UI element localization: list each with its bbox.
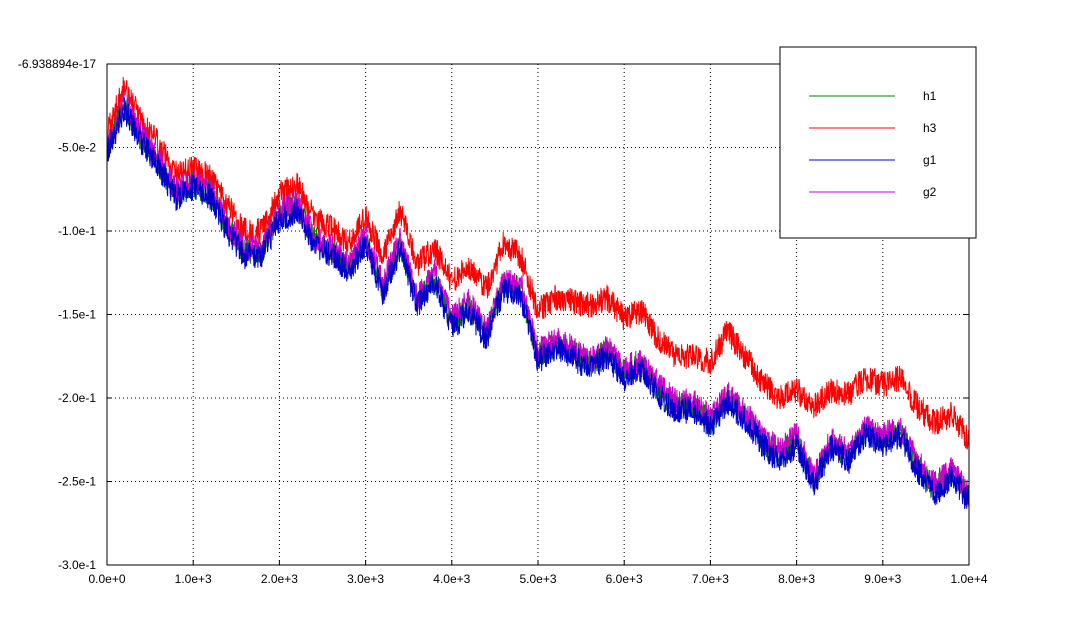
series-line-h3 <box>106 76 970 450</box>
legend-label-h3: h3 <box>923 121 937 135</box>
legend-label-g2: g2 <box>923 185 937 199</box>
x-tick-label: 1.0e+4 <box>950 572 987 586</box>
legend-label-g1: g1 <box>923 153 937 167</box>
y-tick-label: -1.5e-1 <box>58 308 96 322</box>
series-layer <box>106 76 970 510</box>
y-tick-label: -2.0e-1 <box>58 391 96 405</box>
x-tick-label: 4.0e+3 <box>433 572 470 586</box>
legend-label-h1: h1 <box>923 89 937 103</box>
y-tick-labels: -6.938894e-17 -5.0e-2 -1.0e-1 -1.5e-1 -2.0e-… <box>18 57 96 572</box>
x-tick-label: 8.0e+3 <box>778 572 815 586</box>
x-tick-label: 5.0e+3 <box>519 572 556 586</box>
y-tick-label: -6.938894e-17 <box>18 57 96 71</box>
plot-frame <box>106 63 970 566</box>
x-tick-label: 9.0e+3 <box>864 572 901 586</box>
y-tick-label: -2.5e-1 <box>58 475 96 489</box>
x-tick-label: 6.0e+3 <box>606 572 643 586</box>
x-tick-label: 3.0e+3 <box>347 572 384 586</box>
x-tick-label: 0.0e+0 <box>88 572 125 586</box>
x-tick-labels: 0.0e+0 1.0e+3 2.0e+3 3.0e+3 4.0e+3 5.0e+3 6.0e… <box>88 572 987 586</box>
y-tick-label: -1.0e-1 <box>58 224 96 238</box>
y-tick-label: -5.0e-2 <box>58 141 96 155</box>
series-line-g1 <box>106 97 970 510</box>
y-tick-label: -3.0e-1 <box>58 558 96 572</box>
x-tick-label: 1.0e+3 <box>175 572 212 586</box>
legend: h1 h3 g1 g2 <box>779 46 977 239</box>
x-tick-label: 7.0e+3 <box>692 572 729 586</box>
x-tick-label: 2.0e+3 <box>261 572 298 586</box>
legend-box <box>779 46 977 239</box>
